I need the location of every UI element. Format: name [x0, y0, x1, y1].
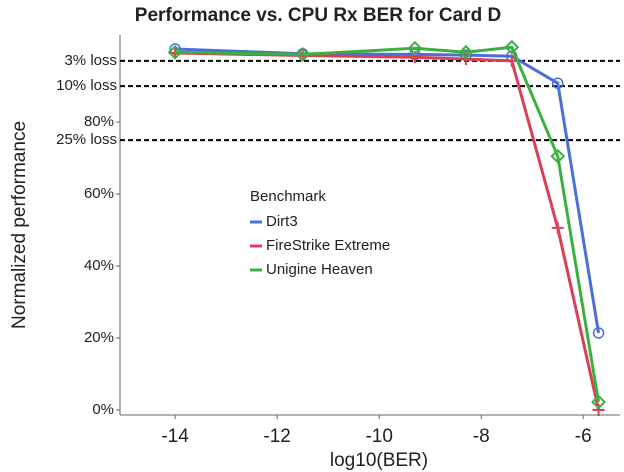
y-tick-label: 20%	[84, 329, 114, 346]
x-tick-label: -6	[575, 426, 592, 447]
point	[591, 394, 606, 410]
point	[458, 44, 474, 60]
legend-label: Dirt3	[266, 213, 298, 230]
point	[551, 221, 564, 234]
reference-label: 3% loss	[64, 52, 117, 69]
y-tick-label: 60%	[84, 185, 114, 202]
point	[550, 148, 566, 164]
y-axis-label: Normalized performance	[9, 121, 30, 329]
point	[505, 54, 518, 67]
point	[167, 44, 183, 60]
reference-label: 25% loss	[56, 131, 117, 148]
series-line	[175, 47, 601, 334]
point	[552, 77, 564, 89]
legend-label: Unigine Heaven	[266, 261, 373, 278]
y-tick-label: 40%	[84, 257, 114, 274]
point	[407, 40, 423, 56]
y-tick-label: 80%	[84, 113, 114, 130]
x-tick-label: -10	[365, 426, 392, 447]
legend-label: FireStrike Extreme	[266, 237, 390, 254]
chart-title: Performance vs. CPU Rx BER for Card D	[135, 5, 501, 26]
point	[295, 47, 311, 62]
x-tick-label: -8	[473, 426, 490, 447]
x-tick-label: -12	[263, 426, 290, 447]
point	[592, 403, 605, 416]
point	[504, 39, 520, 55]
x-axis-label: log10(BER)	[330, 450, 428, 471]
reference-label: 10% loss	[56, 77, 117, 94]
legend-title: Benchmark	[250, 188, 326, 205]
point	[592, 327, 605, 339]
series-line	[175, 45, 601, 403]
x-tick-label: -14	[161, 426, 189, 447]
y-tick-label: 0%	[92, 401, 114, 418]
series-line	[175, 51, 601, 411]
